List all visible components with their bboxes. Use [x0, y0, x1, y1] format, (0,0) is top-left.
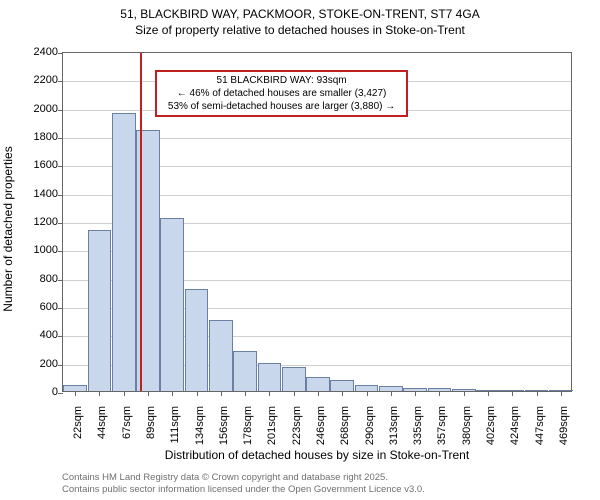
- x-tick-mark: [294, 391, 295, 396]
- histogram-bar: [209, 320, 233, 391]
- y-tick-label: 1400: [0, 188, 58, 200]
- y-tick-label: 1200: [0, 216, 58, 228]
- x-tick-mark: [221, 391, 222, 396]
- x-tick-mark: [537, 391, 538, 396]
- y-tick-label: 1800: [0, 131, 58, 143]
- histogram-bar: [282, 367, 306, 391]
- x-tick-mark: [391, 391, 392, 396]
- x-tick-mark: [99, 391, 100, 396]
- x-tick-label: 111sqm: [169, 406, 181, 444]
- y-tick-mark: [58, 138, 63, 139]
- y-tick-mark: [58, 336, 63, 337]
- x-tick-mark: [367, 391, 368, 396]
- y-tick-label: 400: [0, 329, 58, 341]
- y-tick-mark: [58, 223, 63, 224]
- chart-container: Number of detached properties 0200400600…: [0, 42, 600, 450]
- y-tick-label: 2200: [0, 74, 58, 86]
- histogram-bar: [258, 363, 282, 391]
- y-tick-mark: [58, 251, 63, 252]
- annotation-line: 53% of semi-detached houses are larger (…: [161, 100, 402, 113]
- x-tick-label: 402sqm: [485, 406, 497, 445]
- annotation-box: 51 BLACKBIRD WAY: 93sqm← 46% of detached…: [155, 70, 408, 117]
- x-tick-label: 357sqm: [436, 406, 448, 445]
- y-tick-mark: [58, 280, 63, 281]
- y-tick-mark: [58, 166, 63, 167]
- y-tick-mark: [58, 81, 63, 82]
- x-tick-mark: [269, 391, 270, 396]
- x-tick-mark: [415, 391, 416, 396]
- x-tick-label: 67sqm: [121, 406, 133, 439]
- y-tick-label: 2000: [0, 103, 58, 115]
- x-tick-label: 178sqm: [242, 406, 254, 445]
- reference-line: [140, 53, 142, 391]
- x-tick-label: 201sqm: [266, 406, 278, 445]
- annotation-line: ← 46% of detached houses are smaller (3,…: [161, 87, 402, 100]
- x-tick-label: 44sqm: [96, 406, 108, 439]
- x-tick-mark: [124, 391, 125, 396]
- histogram-bar: [88, 230, 112, 392]
- histogram-bar: [306, 377, 330, 391]
- x-tick-label: 380sqm: [461, 406, 473, 445]
- x-tick-mark: [488, 391, 489, 396]
- title-line2: Size of property relative to detached ho…: [0, 22, 600, 38]
- x-tick-mark: [512, 391, 513, 396]
- y-tick-mark: [58, 110, 63, 111]
- attribution-footer: Contains HM Land Registry data © Crown c…: [62, 472, 425, 496]
- footer-line2: Contains public sector information licen…: [62, 484, 425, 496]
- x-tick-label: 223sqm: [291, 406, 303, 445]
- y-tick-label: 0: [0, 386, 58, 398]
- y-tick-label: 1600: [0, 159, 58, 171]
- histogram-bar: [185, 289, 209, 391]
- chart-title: 51, BLACKBIRD WAY, PACKMOOR, STOKE-ON-TR…: [0, 0, 600, 38]
- y-tick-label: 600: [0, 301, 58, 313]
- x-tick-label: 313sqm: [388, 406, 400, 445]
- histogram-bar: [233, 351, 257, 391]
- x-tick-label: 268sqm: [339, 406, 351, 445]
- histogram-bar: [160, 218, 184, 391]
- x-tick-mark: [318, 391, 319, 396]
- x-tick-label: 424sqm: [509, 406, 521, 445]
- y-tick-mark: [58, 308, 63, 309]
- x-axis-label: Distribution of detached houses by size …: [62, 448, 572, 462]
- x-tick-mark: [561, 391, 562, 396]
- annotation-line: 51 BLACKBIRD WAY: 93sqm: [161, 74, 402, 87]
- x-tick-label: 290sqm: [364, 406, 376, 445]
- y-tick-mark: [58, 365, 63, 366]
- x-tick-label: 156sqm: [218, 406, 230, 445]
- footer-line1: Contains HM Land Registry data © Crown c…: [62, 472, 425, 484]
- histogram-bar: [112, 113, 136, 391]
- y-tick-mark: [58, 195, 63, 196]
- x-tick-mark: [342, 391, 343, 396]
- x-tick-mark: [245, 391, 246, 396]
- y-tick-label: 800: [0, 273, 58, 285]
- x-tick-mark: [197, 391, 198, 396]
- y-tick-mark: [58, 53, 63, 54]
- x-tick-label: 22sqm: [72, 406, 84, 439]
- histogram-bar: [330, 380, 354, 391]
- title-line1: 51, BLACKBIRD WAY, PACKMOOR, STOKE-ON-TR…: [0, 6, 600, 22]
- x-tick-label: 335sqm: [412, 406, 424, 445]
- x-tick-mark: [148, 391, 149, 396]
- x-tick-mark: [75, 391, 76, 396]
- x-tick-label: 134sqm: [194, 406, 206, 445]
- plot-area: 51 BLACKBIRD WAY: 93sqm← 46% of detached…: [62, 52, 572, 392]
- x-tick-mark: [439, 391, 440, 396]
- x-tick-label: 246sqm: [315, 406, 327, 445]
- y-tick-label: 2400: [0, 46, 58, 58]
- x-tick-mark: [172, 391, 173, 396]
- y-tick-label: 200: [0, 358, 58, 370]
- x-tick-label: 89sqm: [145, 406, 157, 439]
- x-tick-mark: [464, 391, 465, 396]
- y-tick-mark: [58, 393, 63, 394]
- y-tick-label: 1000: [0, 244, 58, 256]
- x-tick-label: 469sqm: [558, 406, 570, 445]
- x-tick-label: 447sqm: [534, 406, 546, 445]
